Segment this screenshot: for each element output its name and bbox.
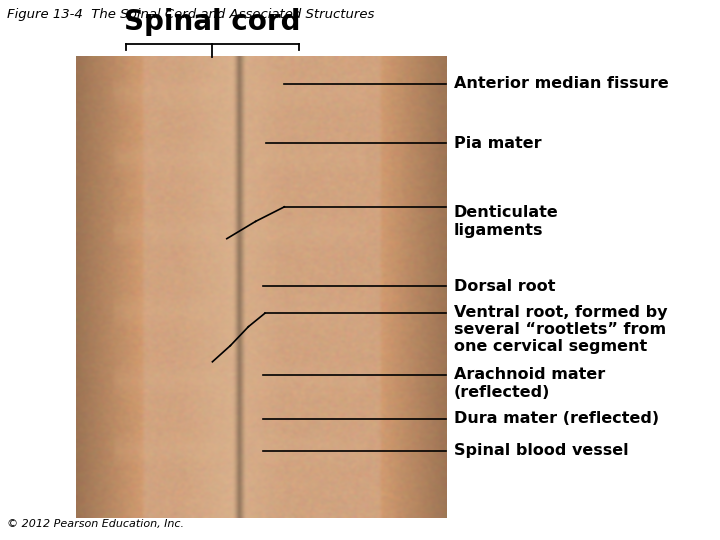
Text: Spinal blood vessel: Spinal blood vessel xyxy=(454,443,629,458)
Text: Denticulate
ligaments: Denticulate ligaments xyxy=(454,205,558,238)
Text: © 2012 Pearson Education, Inc.: © 2012 Pearson Education, Inc. xyxy=(7,519,184,529)
Text: Arachnoid mater
(reflected): Arachnoid mater (reflected) xyxy=(454,367,605,400)
Text: Pia mater: Pia mater xyxy=(454,136,541,151)
Text: Dorsal root: Dorsal root xyxy=(454,279,555,294)
Text: Spinal cord: Spinal cord xyxy=(124,8,301,36)
Text: Ventral root, formed by
several “rootlets” from
one cervical segment: Ventral root, formed by several “rootlet… xyxy=(454,305,667,354)
Text: Figure 13-4  The Spinal Cord and Associated Structures: Figure 13-4 The Spinal Cord and Associat… xyxy=(7,8,374,21)
Text: Dura mater (reflected): Dura mater (reflected) xyxy=(454,411,659,426)
Text: Anterior median fissure: Anterior median fissure xyxy=(454,76,668,91)
